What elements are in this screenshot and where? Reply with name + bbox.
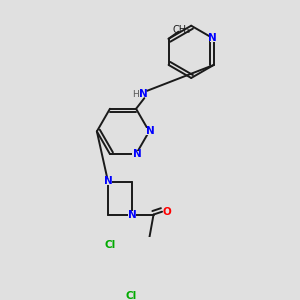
Bar — [128, 212, 136, 218]
Text: N: N — [128, 210, 136, 220]
Bar — [210, 35, 218, 42]
Text: H: H — [132, 90, 139, 99]
Bar — [105, 242, 116, 248]
Text: N: N — [146, 126, 155, 136]
Text: N: N — [208, 33, 217, 43]
Bar — [163, 208, 171, 215]
Text: N: N — [104, 176, 112, 186]
Bar — [127, 91, 142, 98]
Bar — [126, 292, 137, 298]
Bar — [132, 151, 140, 157]
Text: CH₃: CH₃ — [173, 25, 191, 35]
Bar — [145, 128, 153, 134]
Text: N: N — [139, 89, 147, 100]
Text: Cl: Cl — [126, 290, 137, 300]
Text: N: N — [134, 149, 142, 159]
Text: O: O — [163, 207, 171, 217]
Text: Cl: Cl — [104, 240, 116, 250]
Bar — [104, 179, 112, 185]
